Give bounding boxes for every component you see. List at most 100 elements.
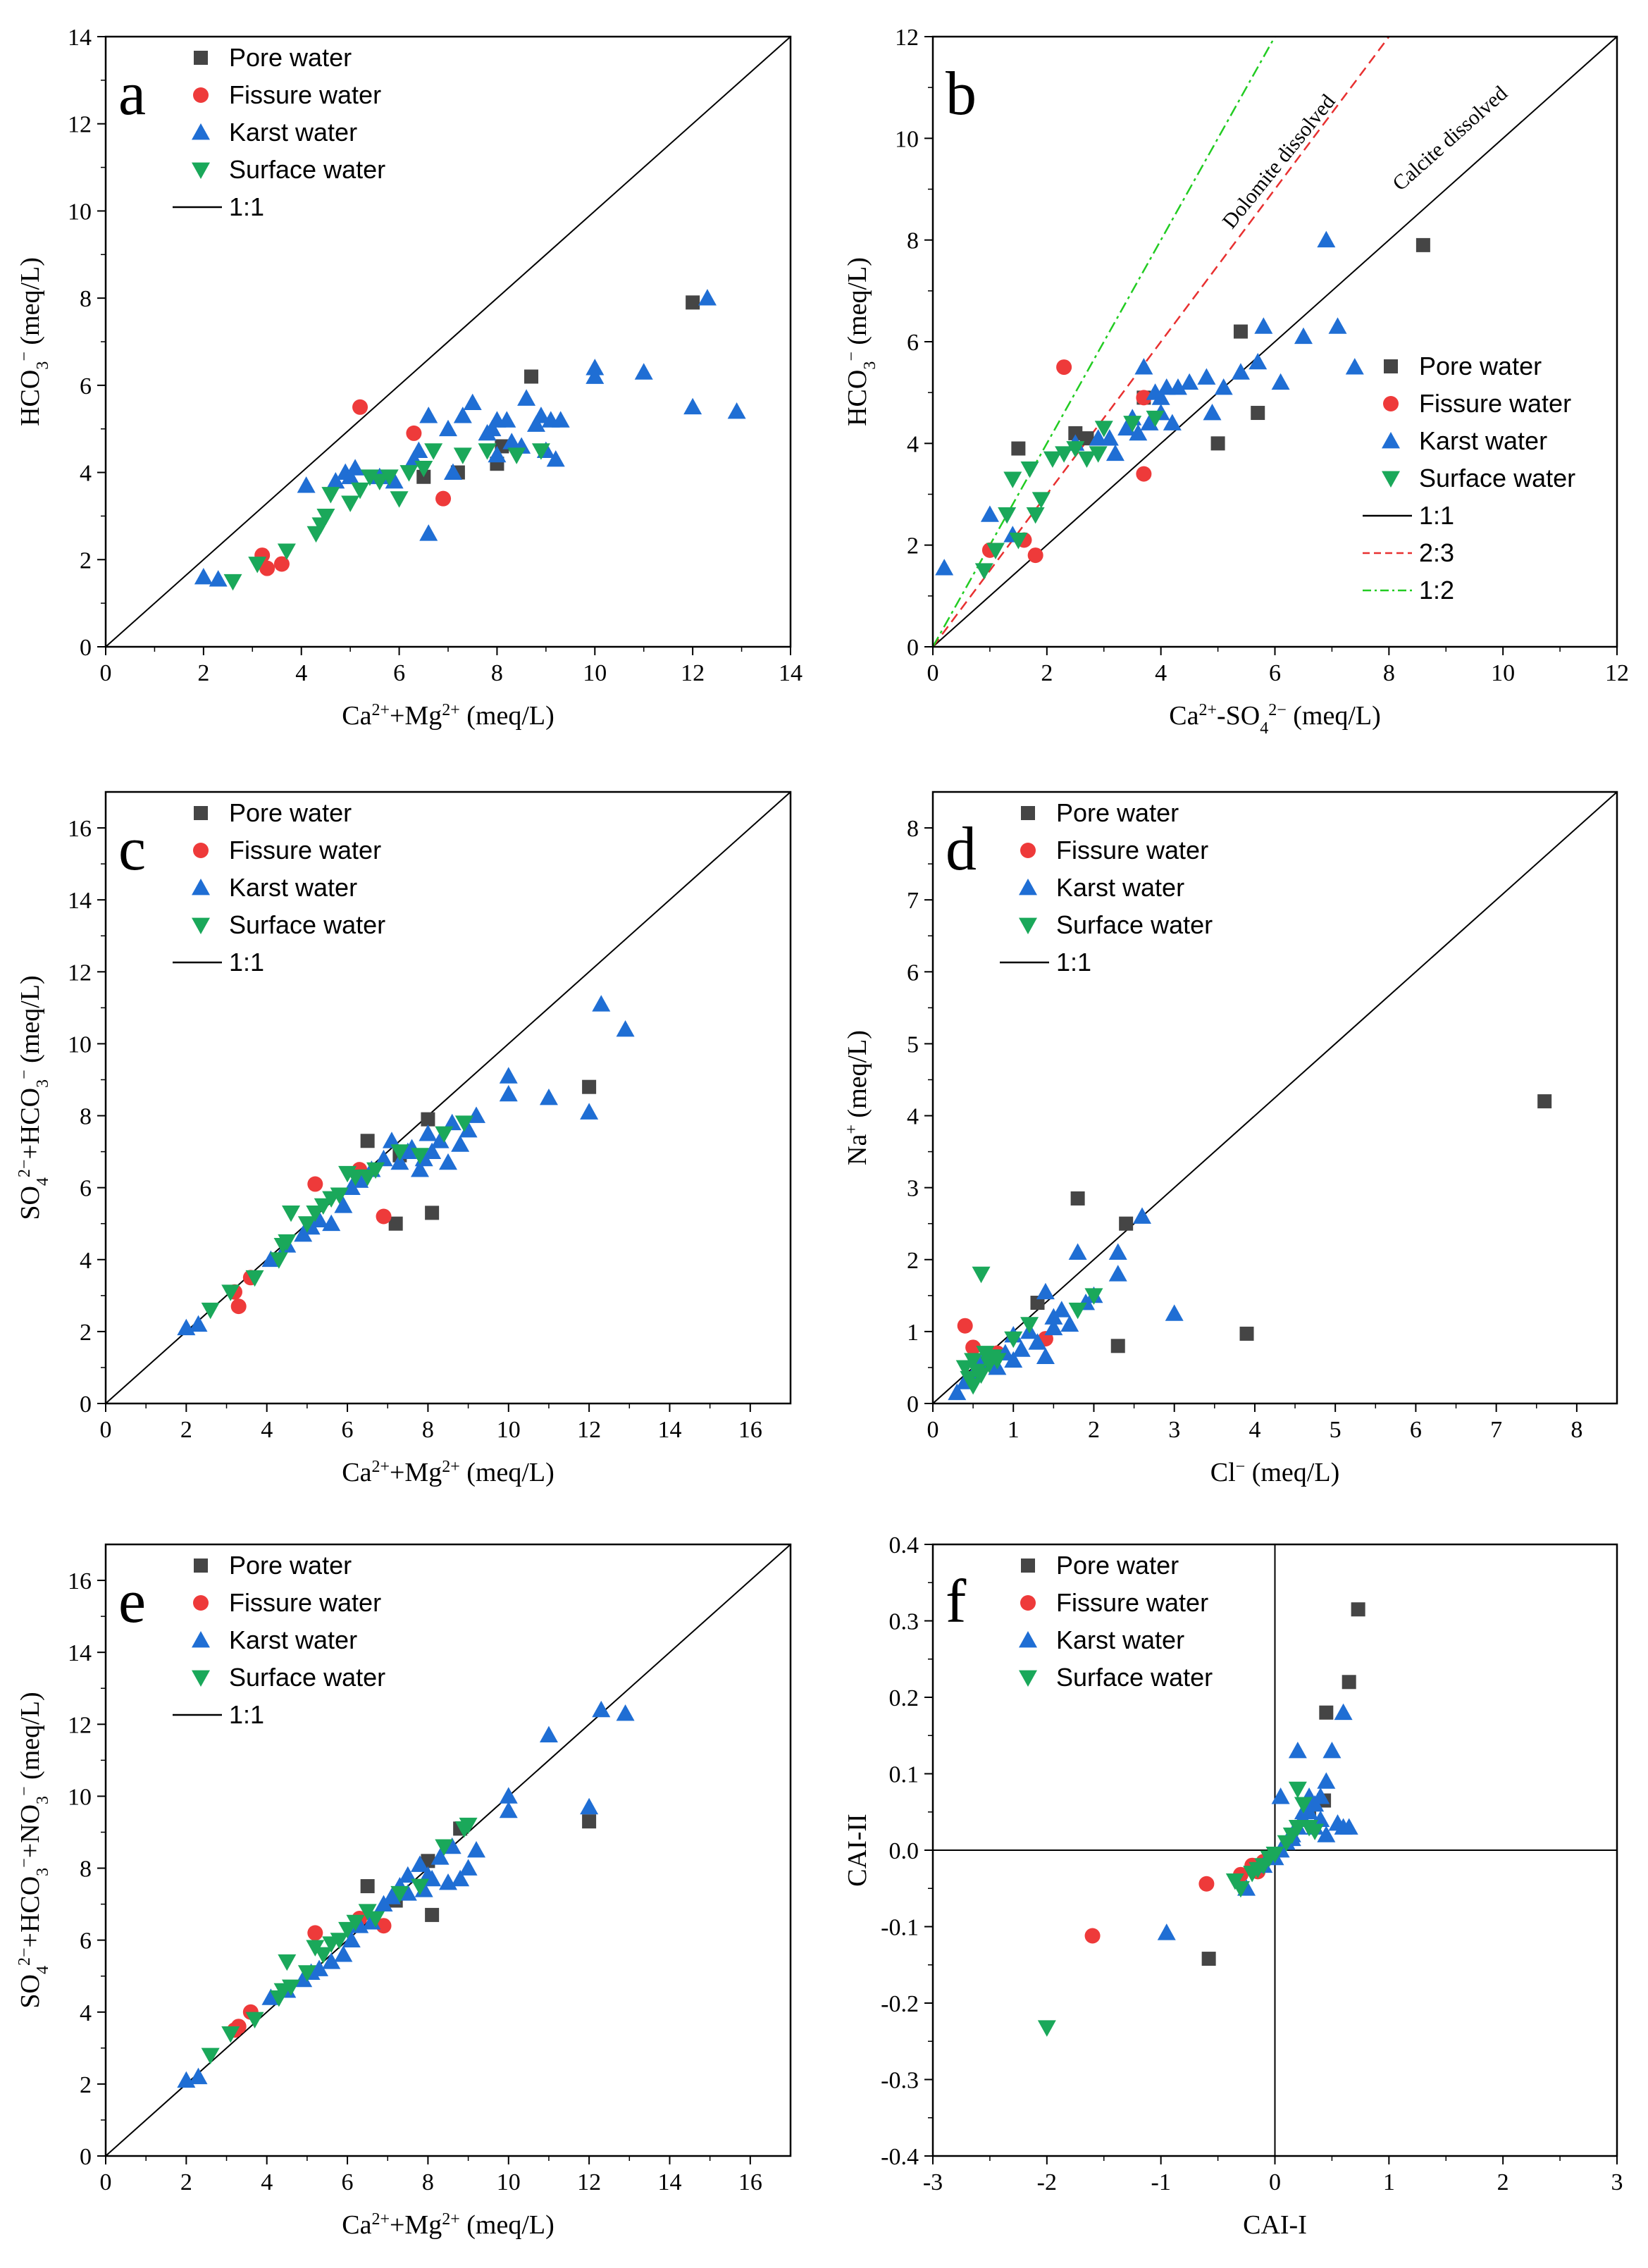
point-karst <box>1052 1301 1071 1318</box>
point-karst <box>1108 1265 1127 1282</box>
point-karst <box>1165 1304 1184 1321</box>
x-tick-label: 6 <box>1410 1417 1422 1443</box>
point-surface <box>351 482 370 500</box>
x-tick-label: 0 <box>100 2169 112 2195</box>
point-surface <box>507 447 526 464</box>
point-karst <box>326 471 345 489</box>
point-karst <box>189 1315 208 1332</box>
point-karst <box>382 1888 401 1904</box>
plot-frame <box>931 791 1618 1405</box>
annotation-calcite: Calcite dissolved <box>1388 82 1512 196</box>
point-karst <box>1163 414 1182 430</box>
point-fissure <box>1056 359 1072 376</box>
x-tick-label: 2 <box>180 2169 192 2195</box>
point-surface <box>478 443 497 460</box>
point-surface <box>454 1115 473 1132</box>
point-fissure <box>376 1918 392 1934</box>
y-tick-label: 4 <box>907 431 919 457</box>
point-pore <box>1537 1094 1552 1109</box>
point-karst <box>586 359 605 376</box>
point-surface <box>316 509 335 526</box>
point-karst <box>463 393 482 410</box>
point-karst <box>592 1700 611 1718</box>
legend-marker-karst <box>192 123 210 140</box>
point-surface <box>986 543 1005 559</box>
point-karst <box>322 1952 341 1969</box>
point-surface <box>1288 1781 1307 1799</box>
point-surface <box>1089 446 1108 463</box>
point-karst <box>439 1153 457 1170</box>
point-karst <box>551 411 570 428</box>
x-tick-label: 10 <box>583 660 607 686</box>
legend-entry: Fissure water <box>229 80 381 109</box>
x-tick-label: 2 <box>1088 1417 1100 1443</box>
point-karst <box>1157 1923 1176 1940</box>
legend-marker-fissure <box>193 87 209 103</box>
point-surface <box>424 443 443 460</box>
y-tick-label: 8 <box>907 816 919 842</box>
legend-marker-surface <box>192 917 210 934</box>
legend-entry: Pore water <box>1056 1551 1179 1580</box>
point-karst <box>1203 404 1222 421</box>
point-surface <box>306 1205 325 1222</box>
point-surface <box>366 1911 385 1928</box>
point-karst <box>342 1931 361 1948</box>
legend-entry: Fissure water <box>229 1588 381 1617</box>
point-karst <box>419 524 438 541</box>
y-tick-label: 10 <box>68 199 92 225</box>
x-tick-label: 12 <box>577 1417 601 1443</box>
panel-label: d <box>946 815 977 884</box>
point-surface <box>297 1965 316 1982</box>
panel-a: 0 2 4 6 8 10 12 14 0 2 4 6 8 10 12 14 Ca2++Mg2+ (meq/L) H… <box>16 25 803 731</box>
x-tick-label: 12 <box>1605 660 1629 686</box>
point-karst <box>1068 1243 1087 1260</box>
y-tick-label: 10 <box>68 1031 92 1058</box>
y-tick-label: 4 <box>80 1248 92 1274</box>
point-surface <box>988 1353 1007 1370</box>
point-surface <box>972 1266 991 1284</box>
legend-marker-surface <box>1382 471 1400 488</box>
y-tick-label: 1 <box>907 1320 919 1346</box>
legend: Pore water Fissure water Karst water Surfac… <box>1363 352 1575 605</box>
point-surface <box>201 1302 220 1320</box>
x-tick-label: 2 <box>1497 2169 1509 2195</box>
y-axis-label: SO42−+HCO3−+NO3− (meq/L) <box>16 1692 52 2008</box>
point-surface <box>282 1205 301 1222</box>
legend: Pore water Fissure water Karst water Surfac… <box>173 798 385 977</box>
x-tick-label: 6 <box>342 2169 354 2195</box>
reference-lines <box>106 37 791 647</box>
point-surface <box>459 1817 478 1835</box>
point-karst <box>1271 1787 1290 1804</box>
y-tick-label: 2 <box>907 533 919 559</box>
y-tick-label: 8 <box>907 228 919 254</box>
point-surface <box>531 443 550 460</box>
y-tick-label: 12 <box>895 25 919 51</box>
point-pore <box>421 1112 435 1127</box>
point-karst <box>423 1142 442 1159</box>
y-tick-label: 6 <box>80 1928 92 1954</box>
legend-entry: Fissure water <box>1056 1588 1208 1617</box>
x-tick-label: 10 <box>497 1417 521 1443</box>
y-axis-label: CAI-II <box>843 1814 872 1886</box>
reference-lines <box>106 792 791 1403</box>
point-pore <box>1251 406 1265 421</box>
point-fissure <box>259 560 275 576</box>
point-fissure <box>376 1208 392 1225</box>
point-karst <box>683 397 702 415</box>
legend-entry: Fissure water <box>1056 836 1208 865</box>
y-tick-label: 0.2 <box>889 1685 919 1711</box>
point-karst <box>382 1132 401 1148</box>
point-surface <box>435 1839 454 1856</box>
point-karst <box>1254 317 1273 334</box>
point-karst <box>1140 414 1159 430</box>
y-tick-label: 14 <box>68 1640 92 1666</box>
legend-marker-pore <box>1384 359 1398 373</box>
x-tick-label: 5 <box>1330 1417 1342 1443</box>
point-karst <box>410 1855 429 1872</box>
y-tick-label: 0.3 <box>889 1609 919 1635</box>
point-fissure <box>230 1299 247 1315</box>
point-karst <box>374 1149 393 1167</box>
point-surface <box>1043 451 1062 468</box>
point-karst <box>1060 1315 1079 1332</box>
